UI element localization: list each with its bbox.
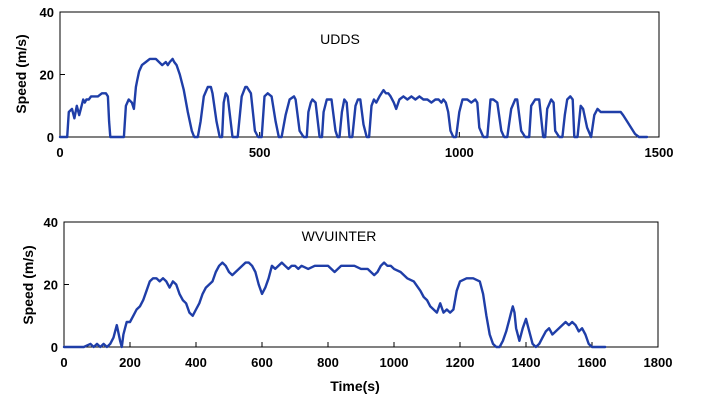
wvuinter-title: WVUINTER	[302, 228, 377, 244]
wvuinter-x-tick-label: 1400	[512, 355, 541, 370]
udds-y-tick-label: 0	[47, 130, 54, 145]
udds-x-tick-label: 0	[56, 145, 63, 160]
wvuinter-x-tick-label: 0	[60, 355, 67, 370]
udds-x-tick-label: 1000	[445, 145, 474, 160]
wvuinter-speed-line	[62, 261, 607, 349]
udds-y-axis-label: Speed (m/s)	[13, 34, 29, 113]
udds-title: UDDS	[320, 31, 360, 47]
udds-x-tick-label: 500	[249, 145, 271, 160]
wvuinter-series	[62, 261, 607, 349]
udds-x-tick-label: 1500	[645, 145, 674, 160]
wvuinter-x-tick-label: 1200	[446, 355, 475, 370]
udds-series	[58, 57, 649, 139]
udds-y-tick-label: 20	[40, 68, 54, 83]
wvuinter-x-tick-label: 1000	[380, 355, 409, 370]
wvuinter-x-tick-label: 600	[251, 355, 273, 370]
wvuinter-x-tick-label: 1800	[644, 355, 673, 370]
wvuinter-speed-plot: WVUINTER Speed (m/s) Time(s) 0 200 400 600 8…	[20, 215, 672, 394]
wvuinter-y-tick-label: 0	[51, 340, 58, 355]
udds-y-tick-label: 40	[40, 5, 54, 20]
udds-speed-line	[58, 57, 649, 139]
wvuinter-x-tick-label: 400	[185, 355, 207, 370]
wvuinter-y-tick-label: 20	[44, 278, 58, 293]
wvuinter-x-tick-label: 1600	[578, 355, 607, 370]
wvuinter-x-tick-label: 200	[119, 355, 141, 370]
udds-speed-plot: UDDS Speed (m/s) 0 500 1000 1500 0 20 40	[13, 5, 673, 160]
wvuinter-x-tick-label: 800	[317, 355, 339, 370]
wvuinter-y-tick-label: 40	[44, 215, 58, 230]
udds-ticks: 0 500 1000 1500 0 20 40	[40, 5, 674, 160]
udds-axes-frame	[59, 11, 660, 138]
wvuinter-x-axis-label: Time(s)	[330, 378, 380, 394]
wvuinter-y-axis-label: Speed (m/s)	[20, 245, 36, 324]
wvuinter-ticks: 0 200 400 600 800 1000 1200 1400 1600 1800 0 20 40	[44, 215, 673, 370]
